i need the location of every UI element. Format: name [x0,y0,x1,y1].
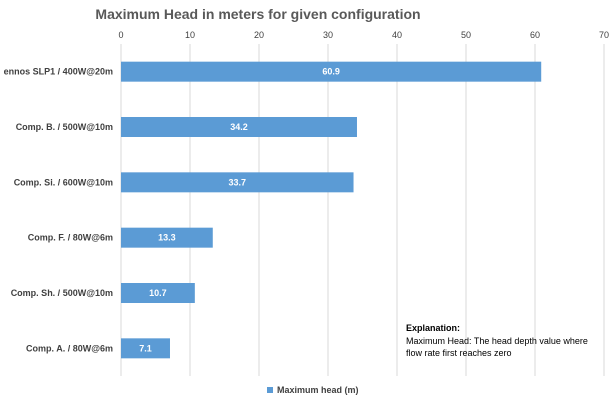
data-label: 10.7 [149,288,167,298]
data-label: 34.2 [230,122,248,132]
bar [121,172,354,193]
category-label: Comp. Sh. / 500W@10m [11,288,113,298]
bar [121,227,213,248]
x-tick-label: 10 [185,30,195,40]
x-tick-label: 50 [461,30,471,40]
x-tick-label: 60 [530,30,540,40]
legend-swatch [267,387,273,393]
legend: Maximum head (m) [267,385,359,395]
annotation-line-2: flow rate first reaches zero [406,348,512,358]
category-label: ennos SLP1 / 400W@20m [4,67,113,77]
bars [121,61,542,359]
legend-label: Maximum head (m) [277,385,359,395]
chart-title: Maximum Head in meters for given configu… [95,6,420,22]
data-label: 33.7 [228,177,246,187]
annotation-heading: Explanation: [406,323,460,333]
x-tick-label: 30 [323,30,333,40]
category-label: Comp. F. / 80W@6m [28,233,113,243]
data-label: 60.9 [322,67,340,77]
category-label: Comp. B. / 500W@10m [16,122,113,132]
data-label: 13.3 [158,233,176,243]
x-tick-label: 70 [599,30,609,40]
bar [121,117,357,137]
category-label: Comp. Si. / 600W@10m [14,177,113,187]
bar [121,338,170,359]
bar [121,283,195,303]
bar [121,61,542,82]
gridlines [120,44,605,376]
x-tick-label: 20 [254,30,264,40]
data-labels: 60.9 34.2 33.7 13.3 10.7 7.1 [139,67,340,354]
annotation-line-1: Maximum Head: The head depth value where [406,336,588,346]
annotation-box: Explanation: Maximum Head: The head dept… [406,323,588,358]
x-tick-label: 0 [118,30,123,40]
data-label: 7.1 [139,343,152,353]
x-axis-ticks: 0 10 20 30 40 50 60 70 [118,30,609,40]
category-labels: ennos SLP1 / 400W@20m Comp. B. / 500W@10m… [4,67,113,354]
x-tick-label: 40 [392,30,402,40]
category-label: Comp. A. / 80W@6m [26,343,113,353]
